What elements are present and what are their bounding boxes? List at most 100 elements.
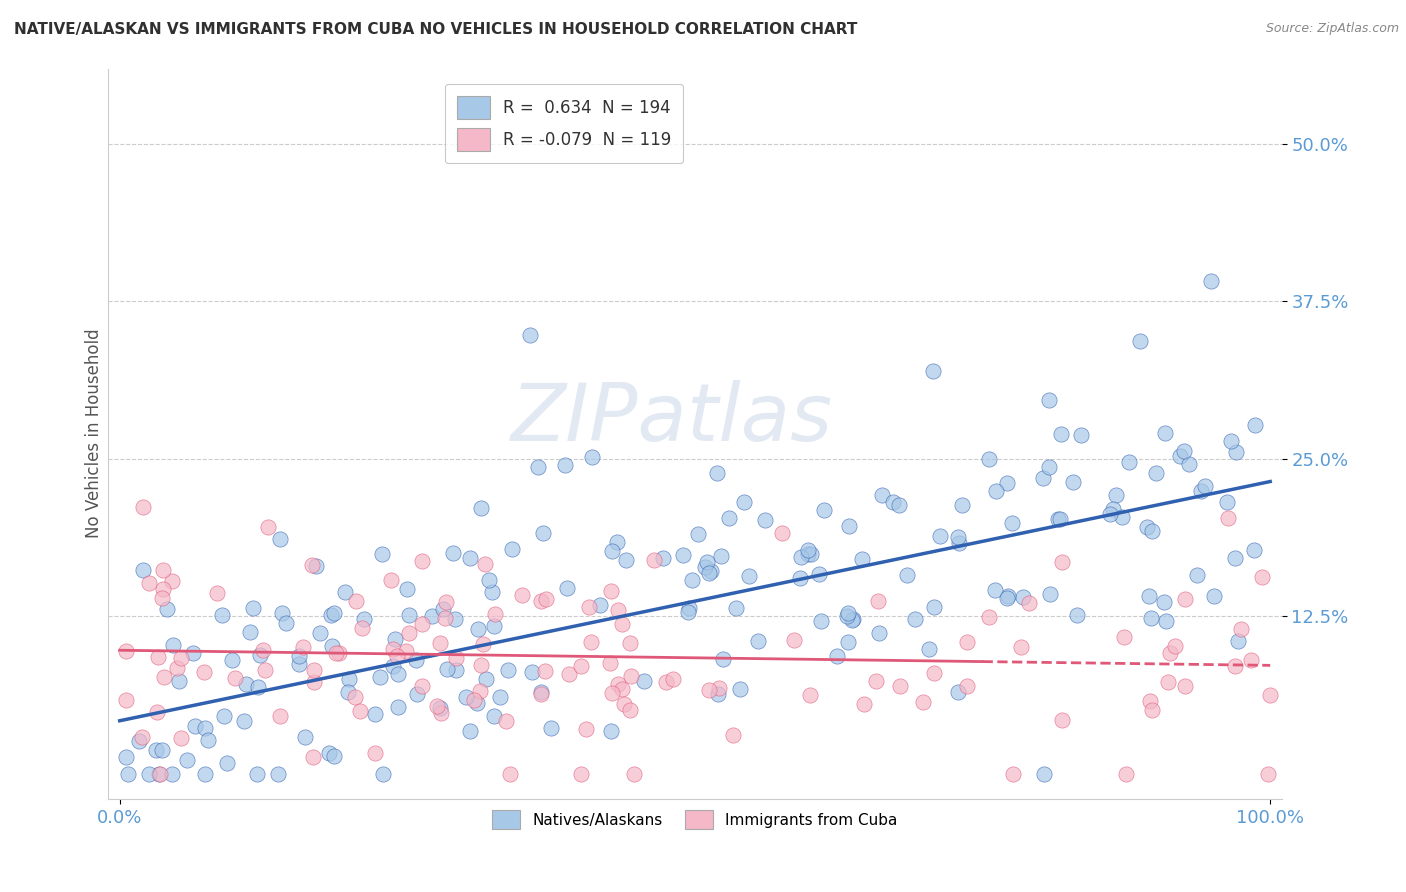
Point [499,766,522,780]
Point [842,612,865,626]
Point [463,693,485,707]
Point [837,607,859,621]
Point [1251,570,1274,584]
Point [534,592,557,607]
Point [152,582,174,596]
Point [929,528,952,542]
Point [432,602,454,616]
Point [495,714,517,728]
Point [1105,488,1128,502]
Point [291,640,314,655]
Point [276,615,298,630]
Point [1139,694,1161,708]
Point [193,665,215,680]
Point [387,699,409,714]
Point [381,642,404,657]
Point [444,663,467,677]
Point [710,549,733,564]
Point [256,520,278,534]
Point [496,663,519,677]
Point [325,646,347,660]
Point [600,723,623,738]
Point [738,569,761,583]
Point [318,747,340,761]
Point [707,681,730,696]
Point [467,623,489,637]
Point [398,607,420,622]
Point [474,557,496,571]
Point [148,766,170,780]
Point [302,749,325,764]
Point [922,665,945,680]
Point [747,633,769,648]
Point [924,600,946,615]
Point [1244,418,1267,433]
Point [652,551,675,566]
Text: NATIVE/ALASKAN VS IMMIGRANTS FROM CUBA NO VEHICLES IN HOUSEHOLD CORRELATION CHAR: NATIVE/ALASKAN VS IMMIGRANTS FROM CUBA N… [14,22,858,37]
Point [619,669,641,683]
Point [429,701,451,715]
Point [955,679,977,693]
Point [429,706,451,720]
Point [529,594,551,608]
Point [851,552,873,566]
Point [889,499,911,513]
Point [607,677,630,691]
Point [406,687,429,701]
Point [984,483,1007,498]
Point [896,567,918,582]
Point [1153,426,1175,441]
Point [904,612,927,626]
Point [678,601,700,615]
Point [146,649,169,664]
Point [398,626,420,640]
Point [269,709,291,723]
Point [352,621,374,635]
Point [841,613,863,627]
Point [169,651,191,665]
Point [534,664,557,678]
Point [364,707,387,722]
Point [267,766,290,780]
Point [321,640,343,654]
Point [813,503,835,517]
Point [114,643,136,657]
Point [301,558,323,572]
Point [662,672,685,686]
Point [610,617,633,632]
Point [889,679,911,693]
Point [707,687,730,701]
Point [575,722,598,736]
Point [554,458,576,472]
Point [444,651,467,665]
Point [344,594,367,608]
Point [1226,633,1249,648]
Point [995,591,1018,606]
Point [837,634,859,648]
Point [1225,659,1247,673]
Point [382,658,405,673]
Point [138,766,160,780]
Point [599,657,621,671]
Point [558,667,581,681]
Point [328,646,350,660]
Point [302,663,325,677]
Legend: Natives/Alaskans, Immigrants from Cuba: Natives/Alaskans, Immigrants from Cuba [486,805,904,835]
Point [1098,507,1121,521]
Point [434,595,457,609]
Point [1139,611,1161,625]
Point [1137,589,1160,603]
Point [1101,502,1123,516]
Point [956,634,979,648]
Point [1168,450,1191,464]
Point [441,545,464,559]
Point [131,730,153,744]
Point [166,661,188,675]
Point [115,692,138,706]
Point [643,553,665,567]
Point [789,571,811,585]
Point [1240,653,1263,667]
Point [254,664,277,678]
Point [426,699,449,714]
Point [868,594,890,608]
